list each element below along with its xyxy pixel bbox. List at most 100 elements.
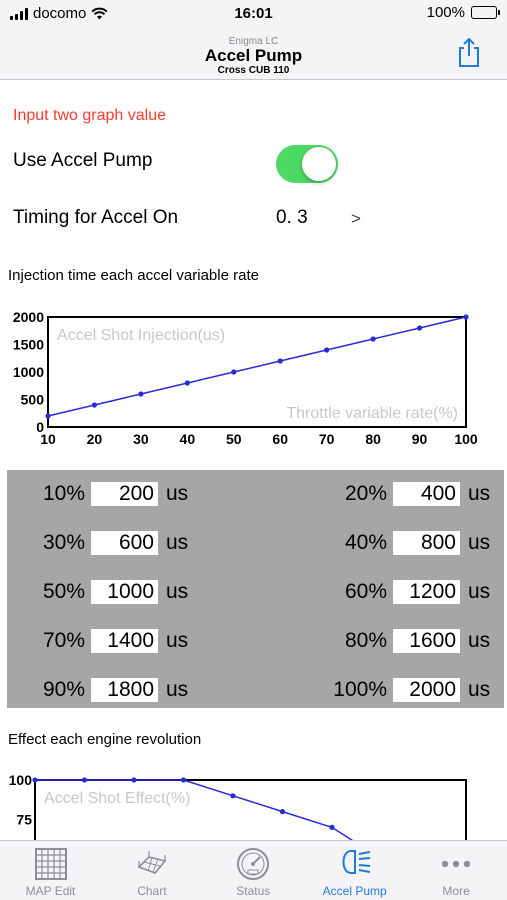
data-point — [230, 793, 236, 799]
tab-label: Accel Pump — [322, 884, 387, 898]
data-point — [324, 347, 330, 353]
injection-value-input[interactable]: 600 — [91, 531, 158, 555]
injection-value-input[interactable]: 400 — [393, 482, 460, 506]
injection-chart: Accel Shot Injection(us) Throttle variabl… — [13, 309, 478, 447]
tab-accel-pump[interactable]: Accel Pump — [304, 841, 405, 900]
signal-icon — [10, 7, 28, 20]
injection-value-input[interactable]: 2000 — [393, 678, 460, 702]
x-tick-label: 90 — [412, 431, 428, 447]
data-point — [131, 777, 137, 783]
injection-value-input[interactable]: 1400 — [91, 629, 158, 653]
clock: 16:01 — [234, 5, 273, 22]
y-tick-label: 1500 — [13, 337, 44, 353]
effect-chart: Accel Shot Effect(%)5075100 — [9, 772, 467, 840]
top-bar: docomo 16:01 100% Enigma LC Accel Pump C… — [0, 0, 507, 80]
y-tick-label: 500 — [21, 392, 45, 408]
unit-label: us — [166, 482, 189, 505]
x-tick-label: 40 — [180, 431, 196, 447]
data-point — [231, 369, 237, 375]
injection-value-input[interactable]: 1600 — [393, 629, 460, 653]
rate-label: 100% — [333, 678, 387, 701]
unit-label: us — [468, 531, 491, 554]
x-tick-label: 100 — [454, 431, 478, 447]
unit-label: us — [166, 678, 189, 701]
rate-label: 60% — [344, 580, 387, 603]
rate-label: 80% — [344, 629, 387, 652]
y-tick-label: 2000 — [13, 309, 44, 325]
unit-label: us — [468, 482, 491, 505]
injection-value-cell: 80% 1600 us — [327, 629, 490, 653]
data-point — [279, 809, 286, 815]
injection-value-cell: 30% 600 us — [25, 531, 188, 555]
x-tick-label: 50 — [226, 431, 242, 447]
tab-bar: MAP Edit Chart Status Accel Pump More — [0, 840, 507, 900]
data-point — [45, 413, 51, 419]
unit-label: us — [468, 580, 491, 603]
rate-label: 40% — [344, 531, 387, 554]
tab-label: MAP Edit — [25, 884, 76, 898]
share-icon[interactable] — [455, 36, 483, 68]
vehicle-model: Cross CUB 110 — [217, 65, 290, 76]
data-point — [277, 358, 283, 364]
tab-label: Status — [236, 884, 271, 898]
rate-label: 70% — [42, 629, 85, 652]
injection-values-grid: 10% 200 us 20% 400 us 30% 600 us 40% 800 us 50% 1000 u… — [7, 470, 504, 708]
unit-label: us — [166, 580, 189, 603]
rate-label: 90% — [42, 678, 85, 701]
page-title: Accel Pump — [204, 46, 303, 65]
chevron-right-icon[interactable]: > — [351, 209, 361, 228]
x-tick-label: 80 — [365, 431, 381, 447]
chart-xlabel: Throttle variable rate(%) — [286, 405, 458, 422]
battery-icon — [471, 6, 500, 19]
injection-value-cell: 70% 1400 us — [25, 629, 188, 653]
rate-label: 50% — [42, 580, 85, 603]
x-tick-label: 60 — [272, 431, 288, 447]
injection-value-cell: 10% 200 us — [25, 482, 188, 506]
tab-label: More — [442, 884, 470, 898]
data-point — [180, 777, 187, 783]
x-tick-label: 10 — [40, 431, 56, 447]
timing-value[interactable]: 0. 3 — [276, 207, 308, 228]
y-tick-label: 100 — [9, 772, 33, 788]
data-point — [138, 391, 144, 397]
data-point — [32, 777, 38, 783]
injection-value-input[interactable]: 1000 — [91, 580, 158, 604]
injection-value-input[interactable]: 200 — [91, 482, 158, 506]
y-tick-label: 0 — [36, 419, 44, 435]
data-point — [184, 380, 190, 386]
nav-subtitle: Enigma LC — [228, 36, 279, 47]
x-tick-label: 30 — [133, 431, 149, 447]
rate-label: 20% — [344, 482, 387, 505]
use-accel-toggle[interactable] — [276, 145, 338, 183]
chart-title: Accel Shot Effect(%) — [44, 790, 190, 807]
wifi-icon — [91, 7, 108, 20]
injection-value-input[interactable]: 800 — [393, 531, 460, 555]
injection-section-title: Injection time each accel variable rate — [8, 267, 259, 284]
y-tick-label: 75 — [16, 812, 32, 828]
unit-label: us — [468, 629, 491, 652]
injection-value-cell: 60% 1200 us — [327, 580, 490, 604]
data-point — [416, 325, 423, 331]
injection-value-cell: 90% 1800 us — [25, 678, 188, 702]
injection-value-cell: 40% 800 us — [327, 531, 490, 555]
data-point — [91, 402, 98, 408]
x-tick-label: 20 — [87, 431, 103, 447]
unit-label: us — [468, 678, 491, 701]
chart-title: Accel Shot Injection(us) — [57, 327, 225, 344]
tab-status[interactable]: Status — [203, 841, 304, 900]
carrier-name: docomo — [33, 5, 87, 22]
injection-value-cell: 50% 1000 us — [25, 580, 188, 604]
injection-value-input[interactable]: 1200 — [393, 580, 460, 604]
battery-percent: 100% — [426, 4, 465, 21]
injection-value-input[interactable]: 1800 — [91, 678, 158, 702]
tab-chart[interactable]: Chart — [101, 841, 202, 900]
tab-map-edit[interactable]: MAP Edit — [0, 841, 101, 900]
y-tick-label: 1000 — [13, 364, 44, 380]
data-point — [370, 336, 376, 342]
data-point — [81, 777, 88, 783]
injection-value-cell: 100% 2000 us — [327, 678, 490, 702]
rate-label: 30% — [42, 531, 85, 554]
tab-label: Chart — [137, 884, 167, 898]
tab-more[interactable]: More — [406, 841, 507, 900]
series-line — [35, 779, 354, 840]
